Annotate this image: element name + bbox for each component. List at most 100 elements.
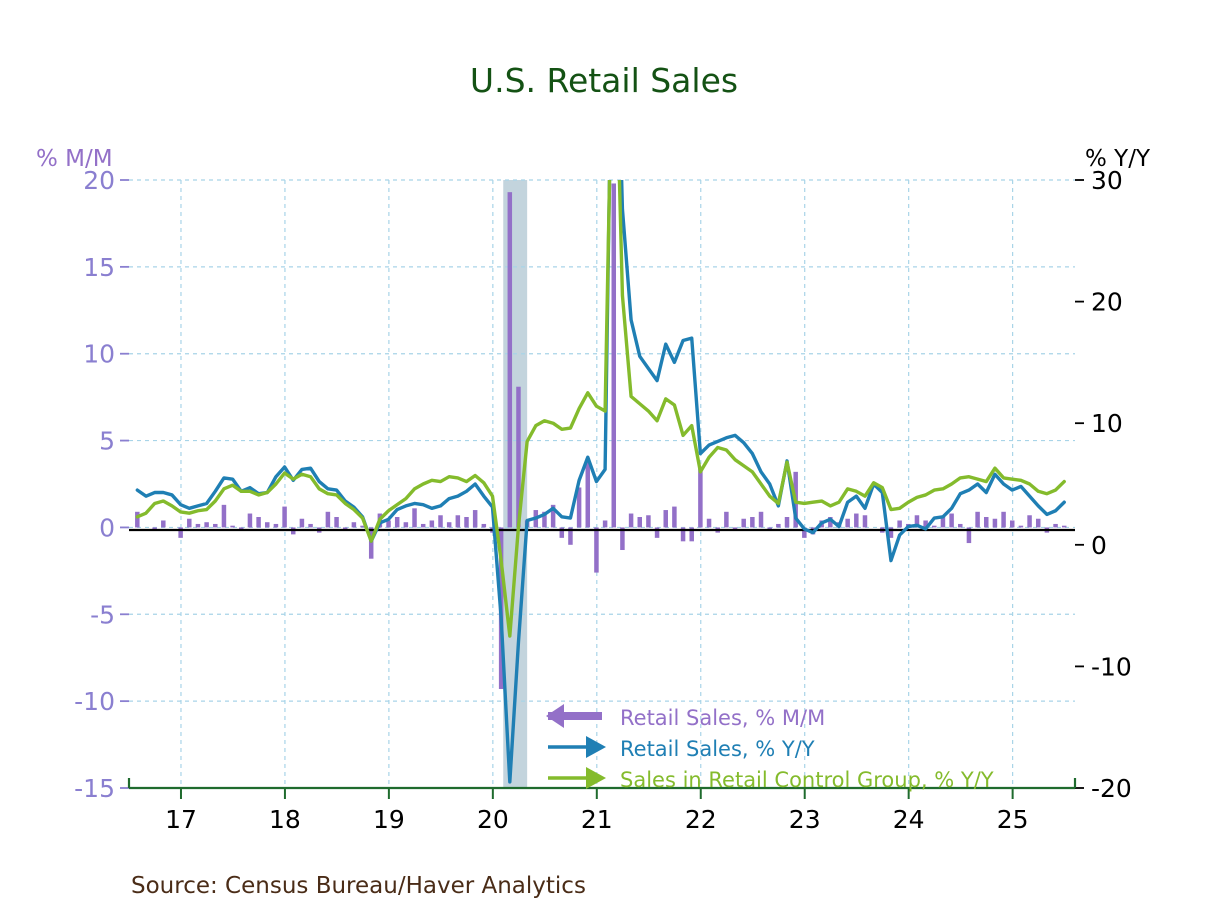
mm-bar [1009, 520, 1015, 528]
mm-bar [187, 518, 192, 528]
mm-bar [888, 527, 894, 538]
mm-bar [741, 518, 746, 528]
mm-bar [628, 513, 634, 528]
mm-bar [1018, 525, 1024, 528]
mm-bar [386, 520, 391, 528]
mm-bar [845, 518, 850, 528]
mm-bar [1035, 518, 1041, 528]
right-tick-label: 0 [1091, 531, 1107, 560]
legend-label: Retail Sales, % M/M [620, 706, 825, 730]
mm-bar [854, 513, 859, 528]
mm-bar [897, 520, 902, 528]
mm-bar [265, 522, 270, 528]
left-tick-label: -5 [90, 600, 115, 629]
legend-label: Sales in Retail Control Group, % Y/Y [620, 768, 994, 792]
x-tick-label: 25 [997, 805, 1029, 834]
mm-bar [481, 523, 487, 528]
legend-item: Retail Sales, % M/M [546, 704, 825, 730]
mm-bar [1061, 525, 1067, 528]
mm-bar [914, 515, 920, 528]
mm-bar [213, 523, 218, 528]
mm-bar [767, 527, 772, 530]
mm-bar [325, 511, 331, 528]
mm-bar [455, 515, 461, 528]
mm-bar [308, 523, 313, 528]
left-tick-label: -10 [74, 687, 115, 716]
mm-bar [758, 511, 764, 528]
left-arrowhead-icon [546, 704, 564, 728]
left-tick-label: 20 [83, 166, 115, 195]
left-tick-label: -15 [74, 774, 115, 803]
mm-bar [576, 487, 582, 528]
mm-bar [689, 527, 694, 542]
mm-bar [472, 510, 478, 528]
yy-line-series-group [135, 180, 1066, 784]
mm-bar [776, 523, 781, 528]
mm-bar [585, 457, 591, 528]
mm-bar [940, 517, 946, 528]
mm-bar [646, 515, 651, 528]
mm-bar [620, 527, 625, 551]
mm-bar [724, 511, 729, 528]
mm-bar [611, 183, 617, 528]
mm-bar [559, 527, 565, 538]
x-tick-label: 22 [685, 805, 717, 834]
legend-item: Sales in Retail Control Group, % Y/Y [548, 767, 994, 792]
mm-bar [958, 523, 963, 528]
mm-bar [247, 513, 253, 528]
mm-bar [135, 511, 140, 528]
mm-bar [992, 518, 998, 528]
right-tick-label: 30 [1091, 166, 1123, 195]
mm-bar [299, 518, 305, 528]
right-tick-label: -10 [1091, 652, 1132, 681]
mm-bar [446, 522, 452, 528]
mm-bar [654, 527, 660, 538]
source-note: Source: Census Bureau/Haver Analytics [131, 873, 586, 899]
mm-bar [1053, 523, 1058, 528]
mm-bar [984, 517, 989, 528]
mm-bar [334, 517, 339, 528]
mm-bar [784, 517, 790, 528]
right-axis-unit-label: % Y/Y [1085, 146, 1151, 172]
right-tick-label: 20 [1091, 288, 1123, 317]
mm-bar [394, 517, 400, 528]
mm-bar [152, 527, 157, 530]
mm-bar [750, 517, 755, 528]
mm-bar [1001, 511, 1006, 528]
left-tick-label: 15 [83, 253, 115, 282]
mm-bar [429, 520, 435, 528]
mm-bar [516, 386, 521, 528]
mm-bar [412, 508, 417, 528]
x-tick-label: 20 [477, 805, 509, 834]
right-axis-ticks: 30 20 10 0 -10 -20 [1075, 166, 1132, 803]
x-tick-label: 19 [373, 805, 405, 834]
right-arrowhead-icon [586, 736, 606, 758]
mm-bar [438, 515, 443, 528]
left-axis-unit-label: % M/M [36, 146, 113, 172]
mm-bar [420, 523, 426, 528]
right-tick-label: 10 [1091, 409, 1123, 438]
mm-bar [862, 515, 868, 528]
mm-bar [178, 527, 183, 538]
mm-bar [698, 466, 703, 528]
mm-bar [204, 522, 209, 528]
mm-bar [802, 527, 807, 538]
mm-bar [966, 527, 972, 544]
legend-label: Retail Sales, % Y/Y [620, 737, 815, 761]
left-tick-label: 10 [83, 340, 115, 369]
x-tick-label: 17 [165, 805, 197, 834]
mm-bar [706, 518, 712, 528]
mm-bar [923, 520, 928, 528]
mm-bar [256, 517, 261, 528]
left-tick-label: 5 [99, 427, 115, 456]
mm-bar [663, 510, 668, 528]
mm-bar [1027, 515, 1032, 528]
mm-bar [637, 517, 643, 528]
mm-bar [464, 517, 469, 528]
mm-bar [342, 527, 348, 530]
left-axis-ticks: 20 15 10 5 0 -5 -10 -15 [74, 166, 129, 803]
page-title: U.S. Retail Sales [470, 61, 738, 100]
x-tick-label: 18 [269, 805, 301, 834]
mm-bar [594, 527, 599, 573]
